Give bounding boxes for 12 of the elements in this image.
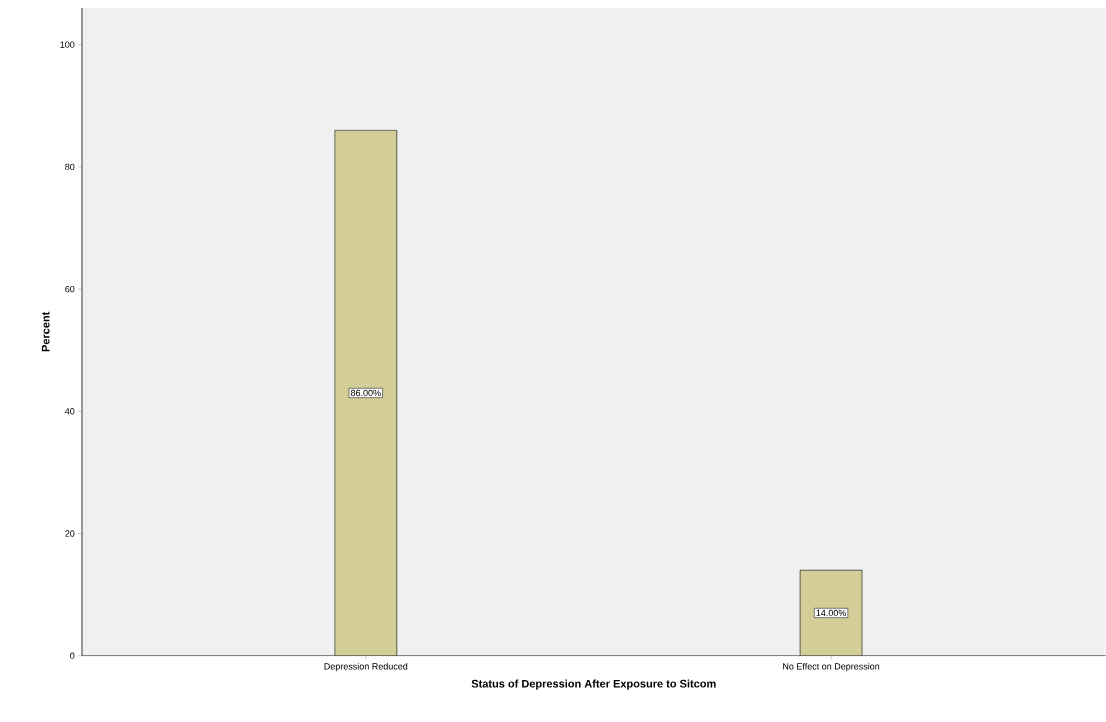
- x-tick-label: Depression Reduced: [324, 663, 408, 672]
- x-tick-label: No Effect on Depression: [783, 663, 880, 672]
- y-axis-title: Percent: [41, 311, 50, 352]
- data-label: 86.00%: [350, 389, 381, 397]
- y-tick-label: 60: [65, 286, 75, 293]
- y-tick-label: 100: [60, 41, 75, 48]
- y-tick-label: 20: [65, 530, 75, 537]
- y-tick-label: 0: [70, 652, 75, 660]
- y-tick-label: 40: [64, 408, 75, 415]
- y-tick-label: 80: [65, 163, 75, 171]
- x-axis-title: Status of Depression After Exposure to Sitcom: [471, 679, 716, 690]
- data-label: 14.00%: [816, 609, 847, 617]
